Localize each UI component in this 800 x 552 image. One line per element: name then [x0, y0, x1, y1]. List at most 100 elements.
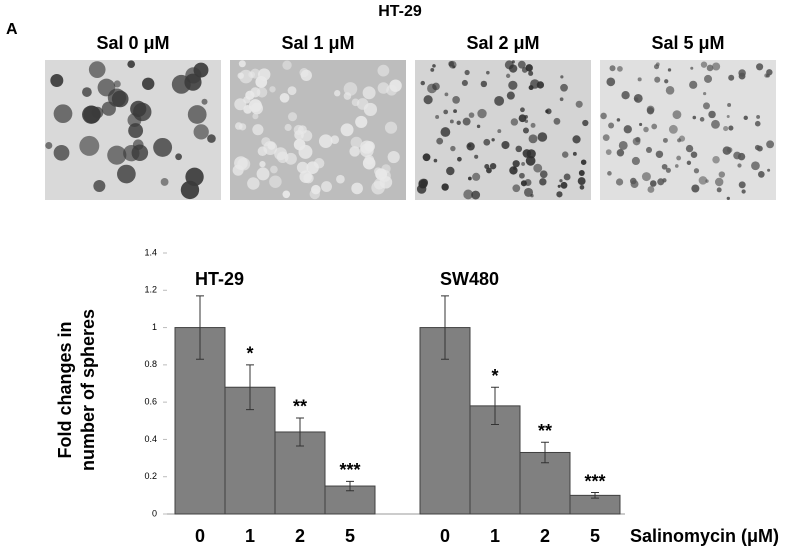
- cell: [692, 115, 697, 120]
- cell: [617, 65, 623, 72]
- cell: [250, 68, 261, 79]
- cell: [452, 65, 456, 69]
- cell: [579, 184, 585, 190]
- cell: [515, 145, 523, 153]
- cell: [756, 63, 764, 71]
- cell: [651, 123, 658, 130]
- cell: [654, 76, 661, 83]
- cell: [362, 156, 376, 170]
- cell: [374, 167, 383, 176]
- cell: [699, 117, 705, 122]
- cell: [580, 159, 587, 165]
- cell: [634, 97, 639, 102]
- cell: [276, 151, 289, 164]
- cell: [508, 80, 518, 90]
- cell: [489, 162, 497, 170]
- cell: [520, 107, 525, 113]
- cell: [560, 83, 568, 92]
- cell: [616, 149, 625, 157]
- cell: [306, 161, 319, 174]
- cell: [703, 92, 707, 96]
- x-tick-label: 2: [295, 526, 305, 546]
- cell: [53, 104, 73, 124]
- cell: [517, 60, 526, 69]
- cell: [423, 95, 433, 105]
- y-tick-label: 1: [152, 322, 157, 332]
- cell: [330, 135, 340, 144]
- cell: [93, 179, 106, 192]
- cell: [444, 92, 449, 97]
- cell: [381, 164, 391, 174]
- cell: [635, 136, 641, 143]
- cell: [420, 178, 428, 186]
- cell: [578, 170, 585, 176]
- cell: [364, 141, 375, 152]
- cell: [422, 153, 431, 162]
- cell: [480, 80, 488, 88]
- cell: [530, 194, 534, 198]
- cell: [446, 166, 455, 176]
- x-tick-label: 0: [440, 526, 450, 546]
- cell: [530, 79, 540, 89]
- cell: [107, 145, 127, 165]
- cell: [180, 180, 200, 200]
- cell: [50, 74, 64, 87]
- cell: [606, 77, 616, 87]
- y-tick-label: 0: [152, 508, 157, 518]
- cell: [334, 90, 341, 97]
- significance: *: [246, 344, 253, 364]
- cell: [287, 112, 298, 122]
- cell: [187, 105, 207, 124]
- cell: [256, 167, 270, 181]
- cell: [293, 138, 306, 151]
- cell: [726, 114, 730, 118]
- cell: [664, 79, 669, 84]
- cell: [528, 134, 538, 144]
- group-label: SW480: [440, 269, 499, 289]
- cell: [608, 122, 615, 129]
- cell: [512, 184, 521, 193]
- cell: [553, 117, 561, 125]
- cell: [462, 117, 471, 126]
- x-tick-label: 2: [540, 526, 550, 546]
- cell: [693, 168, 700, 174]
- bar: [469, 405, 521, 515]
- error-bar: [346, 480, 354, 492]
- significance: **: [538, 421, 552, 441]
- cell: [193, 124, 209, 140]
- cell: [708, 110, 716, 119]
- cell: [107, 88, 127, 107]
- cell: [609, 65, 616, 72]
- cell: [343, 82, 358, 96]
- error-bar: [246, 364, 254, 411]
- group-label: HT-29: [195, 269, 244, 289]
- cell: [607, 171, 612, 176]
- cell: [299, 170, 313, 183]
- cell: [207, 134, 216, 143]
- cell: [690, 66, 694, 70]
- cell: [457, 156, 462, 162]
- cell: [247, 177, 260, 190]
- cell: [371, 180, 385, 195]
- cell: [621, 91, 630, 100]
- x-tick-label: 1: [490, 526, 500, 546]
- cell: [767, 168, 771, 172]
- panel-label: A: [6, 21, 18, 38]
- cell: [727, 102, 732, 107]
- cell: [269, 175, 282, 188]
- cell: [461, 79, 468, 87]
- cell: [252, 124, 264, 136]
- cell: [711, 119, 720, 129]
- cell: [706, 64, 714, 72]
- cell: [435, 114, 440, 119]
- cell: [572, 135, 581, 144]
- cell: [689, 80, 698, 89]
- cell: [506, 91, 515, 100]
- cell: [464, 69, 470, 76]
- cell: [311, 184, 321, 195]
- cell: [647, 186, 655, 193]
- cell: [201, 98, 208, 105]
- x-tick-label: 5: [345, 526, 355, 546]
- cell: [560, 75, 564, 79]
- cell: [251, 102, 264, 115]
